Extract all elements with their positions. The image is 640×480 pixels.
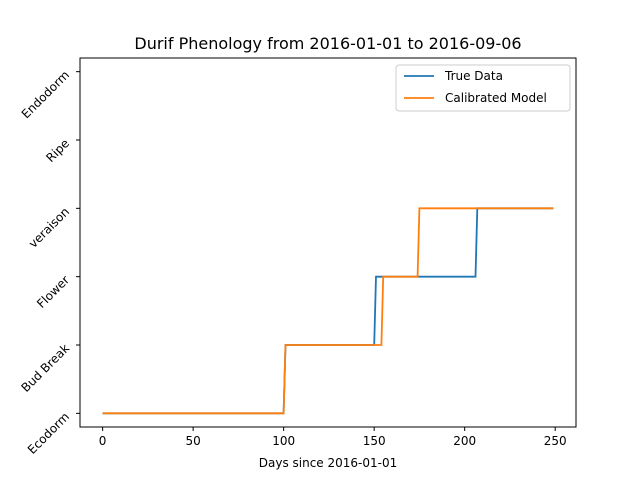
legend-label-calibrated-model: Calibrated Model	[445, 91, 547, 105]
legend-label-true-data: True Data	[444, 69, 503, 83]
x-tick-label-2: 100	[272, 434, 295, 448]
legend-box	[395, 64, 571, 112]
x-tick-label-3: 150	[363, 434, 386, 448]
y-tick-label-0: Ecodorm	[25, 410, 72, 457]
y-tick-label-2: Flower	[34, 273, 72, 311]
x-tick-label-1: 50	[185, 434, 200, 448]
legend: True Data Calibrated Model	[395, 64, 571, 112]
x-tick-label-0: 0	[99, 434, 107, 448]
chart-title: Durif Phenology from 2016-01-01 to 2016-…	[134, 34, 521, 53]
series-line-0	[102, 207, 554, 415]
series-line-1	[102, 207, 554, 415]
x-tick-label-4: 200	[453, 434, 476, 448]
plot-area	[102, 207, 554, 415]
y-tick-label-1: Bud Break	[18, 341, 72, 395]
x-axis-label: Days since 2016-01-01	[259, 456, 398, 470]
x-axis-ticks: 0 50 100 150 200 250	[99, 427, 567, 448]
y-tick-label-5: Endodorm	[19, 68, 72, 121]
axes-frame	[79, 57, 577, 428]
y-axis-ticks: Ecodorm Bud Break Flower veraison Ripe Endodo…	[18, 68, 80, 457]
x-tick-label-5: 250	[544, 434, 567, 448]
y-tick-label-4: Ripe	[43, 136, 72, 165]
y-tick-label-3: veraison	[26, 205, 72, 251]
